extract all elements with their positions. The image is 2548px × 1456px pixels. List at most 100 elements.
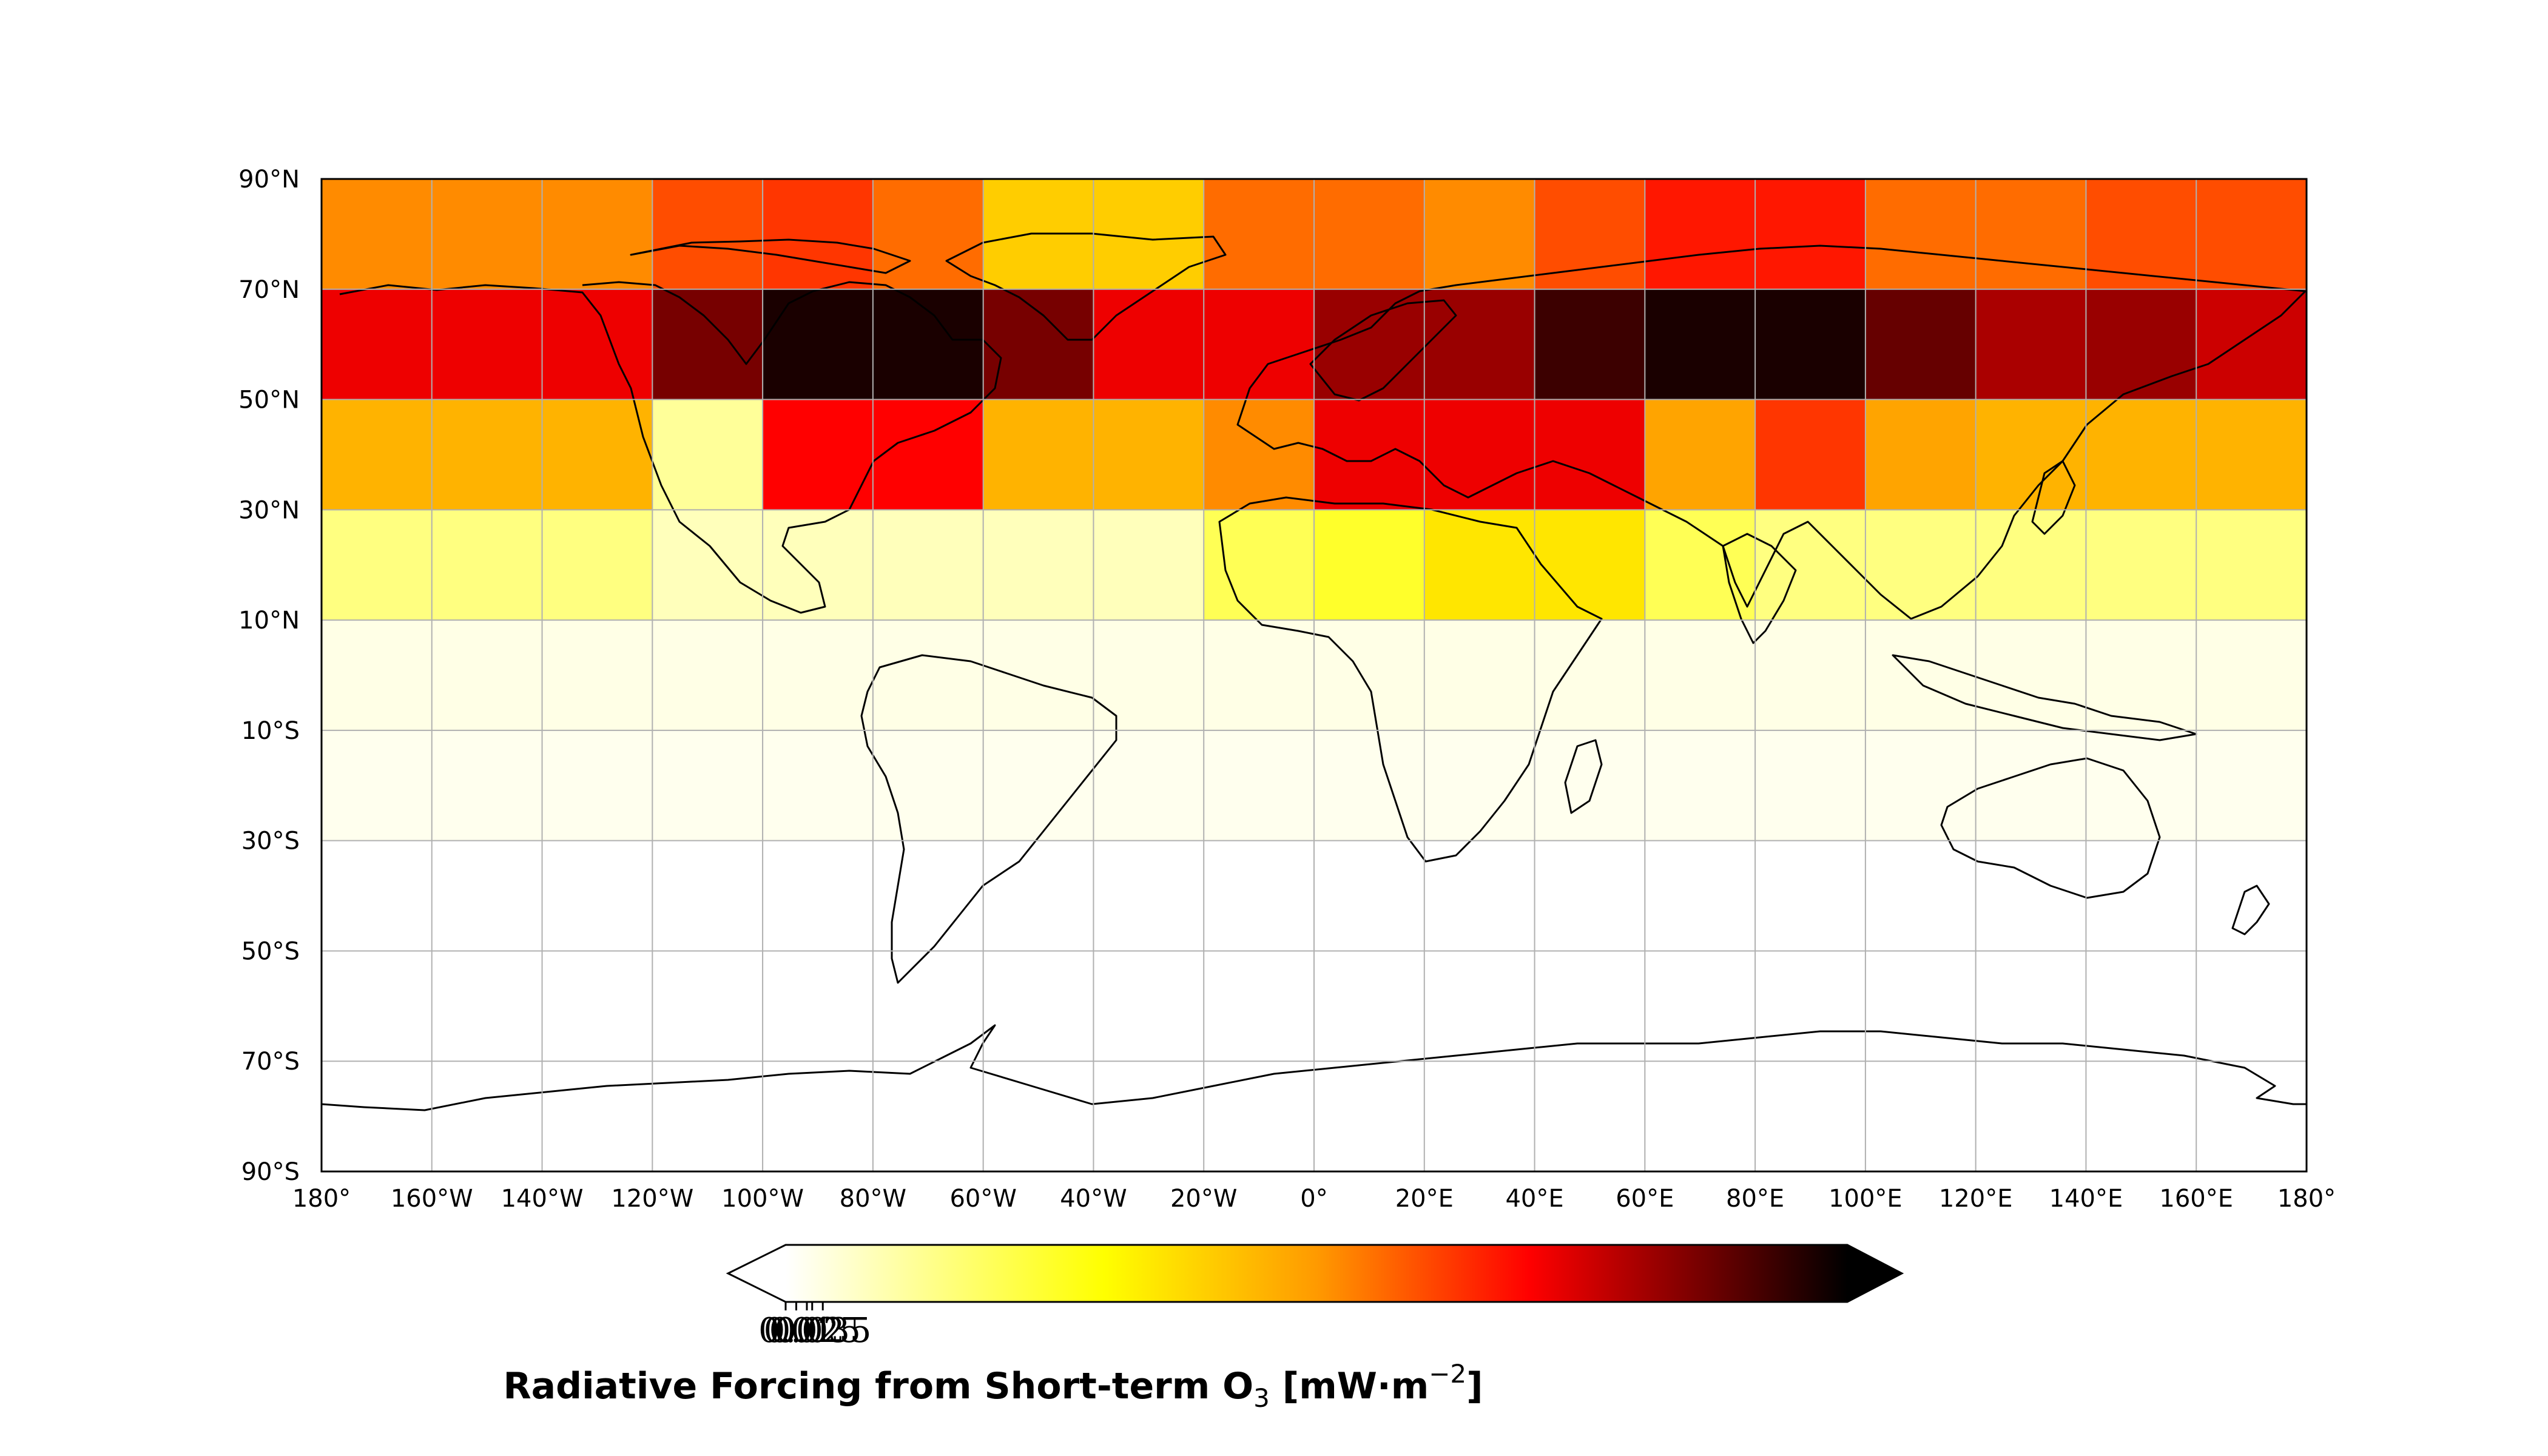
grid-cell (2086, 1061, 2197, 1171)
grid-cell (542, 289, 653, 400)
coastline-greenland (945, 232, 1227, 341)
grid-cell (1534, 840, 1645, 951)
grid-cell (2086, 840, 2197, 951)
grid-cell (2196, 510, 2307, 621)
grid-cell (1204, 620, 1315, 731)
colorbar-outline (726, 1244, 1904, 1303)
grid-cell (1534, 510, 1645, 621)
grid-cell (1865, 730, 1977, 841)
grid-cell (1645, 1061, 1756, 1171)
grid-cell (431, 620, 543, 731)
latitude-tick-label: 70°S (241, 1048, 300, 1076)
colorbar-title-superscript: −2 (1429, 1359, 1466, 1389)
grid-cell (2196, 1061, 2307, 1171)
grid-cell (1204, 730, 1315, 841)
grid-cell (763, 510, 874, 621)
grid-cell (431, 1061, 543, 1171)
grid-cell (1093, 399, 1204, 510)
map-frame (320, 178, 2308, 1173)
longitude-tick-label: 120°W (611, 1185, 693, 1213)
grid-cell (1755, 1061, 1866, 1171)
longitude-tick-label: 60°E (1616, 1185, 1674, 1213)
grid-cell (1975, 289, 2086, 400)
grid-cell (322, 510, 433, 621)
grid-cell (1314, 179, 1425, 290)
grid-cell (1975, 179, 2086, 290)
grid-cell (542, 399, 653, 510)
colorbar-tick-label: 0.025 (764, 1311, 861, 1350)
longitude-tick-label: 140°E (2049, 1185, 2123, 1213)
grid-cell (763, 620, 874, 731)
latitude-tick-label: 70°N (238, 276, 300, 304)
coastline-maritime-asia (1892, 654, 2197, 741)
grid-cell (872, 510, 984, 621)
grid-cell (542, 510, 653, 621)
grid-cell (1424, 730, 1535, 841)
longitude-tick-label: 40°E (1505, 1185, 1563, 1213)
grid-cell (2196, 399, 2307, 510)
grid-cell (1204, 840, 1315, 951)
grid-cell (983, 620, 1094, 731)
colorbar-title: Radiative Forcing from Short-term O3 [mW… (503, 1359, 1483, 1413)
grid-cell (1314, 951, 1425, 1062)
grid-cell (1755, 730, 1866, 841)
grid-cell (322, 620, 433, 731)
longitude-tick-label: 40°W (1060, 1185, 1127, 1213)
grid-cell (1865, 510, 1977, 621)
grid-cell (1093, 620, 1204, 731)
grid-cell (1865, 1061, 1977, 1171)
grid-cell (322, 951, 433, 1062)
grid-cell (763, 840, 874, 951)
grid-cell (1424, 620, 1535, 731)
coastline-eurasia (1236, 244, 2307, 620)
latitude-tick-label: 30°S (241, 827, 300, 855)
grid-cell (872, 1061, 984, 1171)
grid-cell (1865, 620, 1977, 731)
grid-cell (322, 289, 433, 400)
latitude-tick-label: 90°N (238, 166, 300, 194)
grid-cell (2086, 620, 2197, 731)
grid-cell (872, 620, 984, 731)
grid-cell (1424, 1061, 1535, 1171)
grid-cell (1093, 951, 1204, 1062)
grid-cell (872, 730, 984, 841)
grid-cell (1865, 951, 1977, 1062)
grid-cell (1645, 399, 1756, 510)
graticule (322, 179, 2307, 1171)
grid-cell (431, 399, 543, 510)
grid-cell (1534, 289, 1645, 400)
grid-cell (763, 289, 874, 400)
grid-cell (322, 840, 433, 951)
grid-cell (431, 289, 543, 400)
grid-cell (542, 620, 653, 731)
coastline-south-america (860, 654, 1117, 984)
longitude-tick-label: 100°E (1828, 1185, 1903, 1213)
grid-cell (1534, 951, 1645, 1062)
grid-cell (652, 510, 763, 621)
grid-cell (1424, 399, 1535, 510)
grid-cell (2086, 399, 2197, 510)
grid-cell (1204, 289, 1315, 400)
longitude-tick-label: 160°W (391, 1185, 473, 1213)
colorbar-title-main: Radiative Forcing from Short-term O (503, 1365, 1253, 1407)
grid-cell (431, 730, 543, 841)
grid-cell (763, 951, 874, 1062)
grid-cell (1865, 399, 1977, 510)
grid-cell (1865, 179, 1977, 290)
grid-cell (322, 179, 433, 290)
grid-cell (1534, 730, 1645, 841)
grid-cell (542, 1061, 653, 1171)
grid-cell (1204, 179, 1315, 290)
grid-cell (763, 730, 874, 841)
grid-cell (1975, 620, 2086, 731)
longitude-tick-label: 80°W (840, 1185, 906, 1213)
grid-cell (1204, 510, 1315, 621)
coastline-madagascar (1564, 739, 1603, 814)
grid-cell (2086, 951, 2197, 1062)
grid-cell (1645, 951, 1756, 1062)
grid-cell (1755, 840, 1866, 951)
grid-cell (1755, 399, 1866, 510)
longitude-tick-label: 0° (1300, 1185, 1327, 1213)
